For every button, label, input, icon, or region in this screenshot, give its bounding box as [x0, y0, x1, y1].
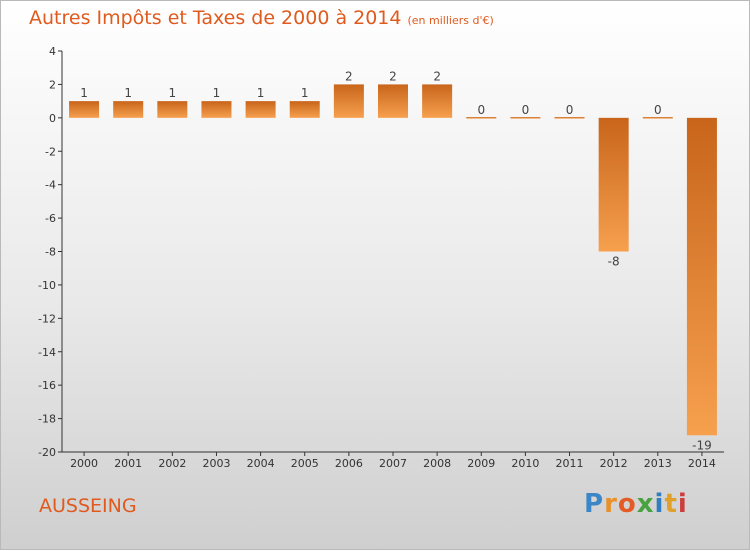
y-tick-label: 0 [49, 112, 56, 125]
bar [554, 117, 585, 119]
y-tick-label: 2 [49, 78, 56, 91]
data-label: 1 [169, 86, 177, 100]
y-tick-label: -20 [38, 446, 56, 459]
city-name: AUSSEING [39, 495, 137, 517]
y-tick-label: -14 [38, 346, 56, 359]
x-tick-label: 2014 [688, 457, 716, 470]
bar [157, 101, 188, 118]
bar [466, 117, 497, 119]
data-label: 2 [433, 69, 441, 83]
x-tick-label: 2006 [335, 457, 363, 470]
bar [642, 117, 673, 119]
data-label: 1 [124, 86, 132, 100]
bar [377, 84, 409, 118]
x-tick-label: 2001 [114, 457, 142, 470]
x-tick-label: 2007 [379, 457, 407, 470]
bar [113, 101, 144, 118]
x-tick-label: 2011 [556, 457, 584, 470]
y-tick-label: -6 [45, 212, 56, 225]
data-label: 0 [477, 103, 485, 117]
bar [686, 117, 717, 436]
data-label: -8 [608, 255, 620, 269]
data-label: 1 [301, 86, 309, 100]
x-tick-label: 2012 [600, 457, 628, 470]
data-label: 1 [257, 86, 265, 100]
data-label: 1 [80, 86, 88, 100]
x-tick-label: 2009 [467, 457, 495, 470]
x-tick-label: 2002 [158, 457, 186, 470]
title-text: Autres Impôts et Taxes de 2000 à 2014 [29, 7, 402, 29]
x-tick-label: 2005 [291, 457, 319, 470]
data-label: 0 [654, 103, 662, 117]
y-tick-label: -10 [38, 279, 56, 292]
bar [201, 101, 232, 118]
x-tick-label: 2008 [423, 457, 451, 470]
x-tick-label: 2010 [511, 457, 539, 470]
y-tick-label: -8 [45, 246, 56, 259]
x-tick-label: 2004 [247, 457, 275, 470]
y-tick-label: -18 [38, 413, 56, 426]
bar [333, 84, 364, 118]
x-tick-label: 2000 [70, 457, 98, 470]
x-tick-label: 2013 [644, 457, 672, 470]
unit-subtitle: (en milliers d'€) [407, 14, 494, 27]
bar [289, 101, 320, 118]
bar [245, 101, 276, 118]
y-tick-label: 4 [49, 45, 56, 58]
x-tick-label: 2003 [202, 457, 230, 470]
data-label: 0 [566, 103, 574, 117]
y-tick-label: -4 [45, 179, 56, 192]
bar [422, 84, 453, 118]
data-label: 2 [345, 69, 353, 83]
proxiti-logo[interactable]: Proxiti [584, 489, 688, 519]
y-tick-label: -2 [45, 145, 56, 158]
data-label: 2 [389, 69, 397, 83]
y-tick-label: -12 [38, 312, 56, 325]
bar [69, 101, 100, 118]
data-label: 0 [522, 103, 530, 117]
chart-title: Autres Impôts et Taxes de 2000 à 2014 (en… [29, 7, 494, 29]
data-label: -19 [692, 438, 712, 452]
y-tick-label: -16 [38, 379, 56, 392]
bar [598, 117, 629, 252]
bar [510, 117, 541, 119]
data-label: 1 [213, 86, 221, 100]
